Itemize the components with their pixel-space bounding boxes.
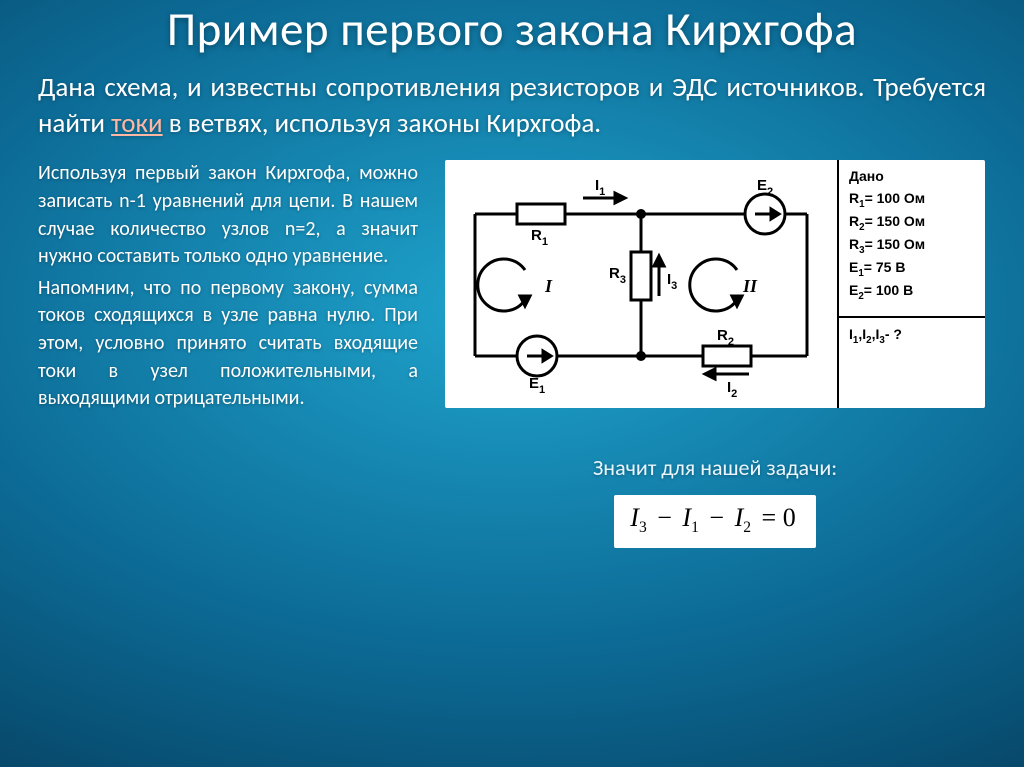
equation-caption: Значит для нашей задачи: — [593, 454, 837, 481]
svg-text:I2: I2 — [727, 379, 737, 400]
intro-post: в ветвях, используя законы Кирхгофа. — [163, 107, 602, 140]
circuit-diagram: I1 R1 E2 R3 I3 R2 I2 E1 I II Дано — [445, 160, 985, 408]
given-separator — [839, 316, 985, 318]
given-unknown: I1,I2,I3- ? — [849, 326, 975, 346]
svg-text:II: II — [742, 276, 758, 296]
circuit-svg: I1 R1 E2 R3 I3 R2 I2 E1 I II — [445, 160, 837, 408]
equation: I3 − I1 − I2 = 0 — [614, 495, 815, 547]
svg-text:E1: E1 — [529, 375, 545, 396]
body-text: Используя первый закон Кирхгофа, можно з… — [38, 160, 418, 412]
svg-text:I3: I3 — [667, 271, 677, 292]
given-panel: Дано R1= 100 Ом R2= 150 Ом R3= 150 Ом E1… — [837, 160, 985, 408]
currents-link[interactable]: токи — [111, 107, 163, 140]
given-list: R1= 100 Ом R2= 150 Ом R3= 150 Ом E1= 75 … — [849, 190, 975, 305]
given-title: Дано — [849, 168, 975, 184]
intro-text: Дана схема, и известны сопротивления рез… — [38, 70, 986, 142]
svg-text:I: I — [544, 276, 553, 296]
para-1: Используя первый закон Кирхгофа, можно з… — [38, 160, 418, 270]
svg-text:R3: R3 — [609, 265, 626, 286]
svg-text:I1: I1 — [595, 177, 605, 198]
svg-text:R1: R1 — [531, 227, 548, 248]
slide-title: Пример первого закона Кирхгофа — [38, 0, 986, 58]
para-2: Напомним, что по первому закону, сумма т… — [38, 275, 418, 413]
